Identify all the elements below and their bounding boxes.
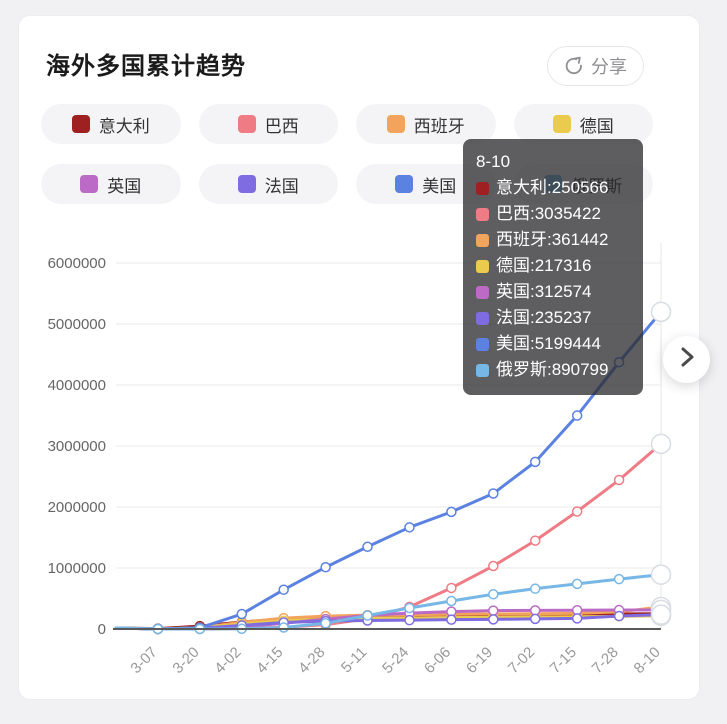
data-point-usa-4-28	[320, 561, 331, 573]
legend-label: 美国	[422, 176, 457, 196]
trend-card: 海外多国累计趋势 分享 意大利 巴西 西班牙 德国英国 法国 美国 俄罗斯 0 1000000…	[18, 15, 700, 700]
legend-item-italy[interactable]: 意大利	[41, 104, 181, 144]
legend-label: 英国	[107, 176, 142, 196]
svg-text:3-07: 3-07	[127, 644, 160, 677]
data-point-russia-7-28	[613, 573, 625, 585]
data-point-brazil-6-06	[446, 582, 457, 594]
data-point-russia-4-28	[320, 618, 331, 629]
data-point-usa-7-15	[571, 410, 583, 421]
data-point-russia-7-02	[529, 583, 541, 594]
svg-text:2000000: 2000000	[48, 499, 106, 516]
svg-text:6-19: 6-19	[463, 644, 496, 677]
data-point-brazil-6-19	[488, 560, 499, 572]
share-icon	[564, 56, 584, 76]
next-page-button[interactable]	[663, 336, 710, 383]
data-point-russia-4-15	[278, 622, 289, 633]
data-point-france-5-24	[404, 614, 415, 626]
svg-text:3000000: 3000000	[48, 438, 106, 455]
data-point-brazil-7-02	[529, 535, 541, 546]
data-point-uk-6-19	[488, 605, 499, 616]
legend-label: 西班牙	[413, 116, 465, 136]
legend-swatch-france	[237, 175, 256, 193]
data-point-france-8-10	[650, 604, 672, 625]
share-label: 分享	[591, 57, 627, 77]
legend-item-brazil[interactable]: 巴西	[198, 104, 338, 144]
data-point-usa-5-24	[404, 522, 415, 533]
svg-text:3-20: 3-20	[169, 644, 202, 677]
legend-item-usa[interactable]: 美国	[356, 164, 496, 204]
svg-text:4-02: 4-02	[211, 644, 244, 677]
data-point-uk-7-02	[529, 605, 541, 616]
legend-label: 巴西	[264, 116, 299, 136]
legend-swatch-uk	[80, 175, 99, 193]
data-point-russia-5-24	[404, 602, 415, 614]
legend-swatch-spain	[386, 115, 405, 133]
svg-text:8-10: 8-10	[631, 644, 664, 677]
svg-text:4-28: 4-28	[295, 644, 328, 677]
legend-item-germany[interactable]: 德国	[513, 104, 653, 144]
data-point-france-6-06	[446, 614, 457, 625]
data-point-usa-6-06	[446, 506, 457, 518]
data-point-russia-7-15	[571, 578, 583, 590]
legend-item-uk[interactable]: 英国	[41, 164, 181, 204]
svg-text:4000000: 4000000	[48, 377, 106, 394]
legend-label: 意大利	[98, 116, 150, 136]
legend-label: 法国	[264, 176, 299, 196]
svg-text:5-11: 5-11	[338, 644, 370, 676]
data-point-usa-7-28	[613, 356, 625, 368]
svg-text:5000000: 5000000	[48, 316, 106, 333]
cumulative-trend-chart[interactable]: 0 1000000 2000000 3000000 4000000 5000000 6000…	[19, 16, 701, 701]
data-point-usa-7-02	[529, 456, 541, 468]
svg-text:7-02: 7-02	[505, 644, 538, 677]
data-point-russia-6-19	[488, 589, 499, 600]
svg-text:5-24: 5-24	[379, 644, 412, 677]
svg-text:1000000: 1000000	[48, 560, 106, 577]
data-point-usa-4-02	[236, 608, 248, 620]
data-point-brazil-7-28	[613, 474, 625, 486]
data-point-brazil-8-10	[650, 433, 672, 455]
svg-text:6000000: 6000000	[48, 255, 106, 272]
data-point-usa-5-11	[362, 541, 373, 553]
data-point-usa-4-15	[278, 584, 289, 595]
svg-text:7-28: 7-28	[589, 644, 622, 677]
legend-swatch-italy	[71, 115, 90, 133]
legend-item-russia[interactable]: 俄罗斯	[513, 164, 653, 204]
chevron-right-icon	[677, 346, 697, 373]
svg-text:0: 0	[98, 621, 106, 638]
data-point-france-6-19	[488, 614, 499, 625]
page-title: 海外多国累计趋势	[46, 53, 246, 80]
y-axis-labels: 0 1000000 2000000 3000000 4000000 5000000 6000…	[48, 255, 106, 638]
legend-label: 德国	[579, 116, 614, 136]
legend-item-france[interactable]: 法国	[198, 164, 338, 204]
data-point-russia-8-10	[650, 564, 672, 585]
data-point-france-7-28	[613, 610, 625, 622]
data-point-france-7-02	[529, 613, 541, 625]
data-point-brazil-7-15	[571, 506, 583, 517]
x-axis-labels: 3-07 3-20 4-02 4-15 4-28 5-11 5-24 6-06 6-19 7-02…	[127, 644, 663, 677]
legend-swatch-brazil	[237, 115, 256, 133]
data-point-france-7-15	[571, 613, 583, 624]
data-point-usa-8-10	[650, 301, 672, 323]
data-point-russia-6-06	[446, 595, 457, 607]
svg-text:4-15: 4-15	[253, 644, 286, 677]
legend-label: 俄罗斯	[571, 176, 623, 196]
data-point-russia-5-11	[362, 610, 373, 621]
legend-item-spain[interactable]: 西班牙	[356, 104, 496, 144]
share-button[interactable]: 分享	[547, 46, 644, 86]
data-point-usa-6-19	[488, 488, 499, 499]
legend-swatch-russia	[544, 175, 563, 193]
legend: 意大利 巴西 西班牙 德国英国 法国 美国 俄罗斯	[41, 104, 653, 204]
svg-text:6-06: 6-06	[421, 644, 454, 677]
gridlines	[116, 262, 661, 569]
svg-text:7-15: 7-15	[547, 644, 580, 677]
legend-swatch-germany	[552, 115, 571, 133]
legend-swatch-usa	[395, 175, 414, 193]
